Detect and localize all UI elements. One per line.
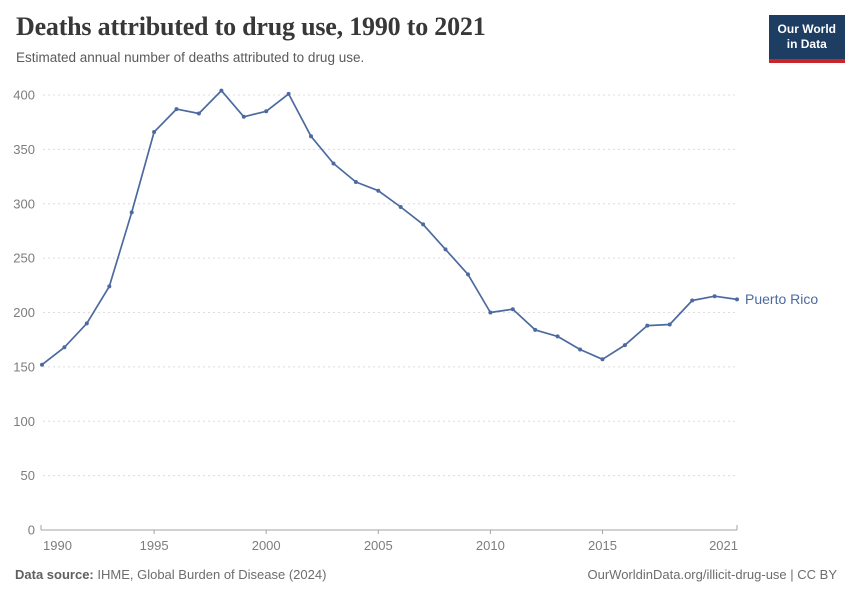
data-point[interactable]	[107, 284, 112, 289]
data-point[interactable]	[152, 130, 157, 134]
x-tick-label: 2000	[252, 538, 281, 553]
page-title: Deaths attributed to drug use, 1990 to 2…	[16, 12, 486, 41]
data-point[interactable]	[331, 161, 336, 166]
data-source-note: Data source: IHME, Global Burden of Dise…	[15, 567, 326, 582]
data-point[interactable]	[421, 222, 426, 227]
x-tick-label: 2021	[709, 538, 738, 553]
data-point[interactable]	[712, 294, 717, 299]
data-point[interactable]	[286, 91, 291, 96]
entity-label[interactable]: Puerto Rico	[745, 291, 818, 307]
y-tick-label: 400	[13, 88, 35, 103]
data-point[interactable]	[466, 272, 470, 277]
y-tick-label: 50	[21, 468, 35, 483]
x-tick-label: 2005	[364, 538, 393, 553]
y-tick-label: 150	[13, 359, 35, 374]
data-point[interactable]	[376, 188, 381, 193]
data-point[interactable]	[398, 205, 403, 209]
data-point[interactable]	[196, 111, 201, 116]
x-tick-label: 2015	[588, 538, 617, 553]
data-point[interactable]	[690, 298, 695, 303]
chart-header: Deaths attributed to drug use, 1990 to 2…	[16, 12, 834, 65]
owid-logo-line2: in Data	[786, 37, 827, 51]
owid-logo[interactable]: Our World in Data	[768, 15, 845, 63]
data-point[interactable]	[264, 109, 269, 114]
data-point[interactable]	[578, 347, 583, 352]
data-point[interactable]	[555, 334, 560, 339]
data-point[interactable]	[533, 327, 538, 332]
owid-url-link[interactable]: OurWorldinData.org/illicit-drug-use | CC…	[587, 567, 838, 582]
data-point[interactable]	[62, 345, 67, 350]
data-point[interactable]	[84, 321, 89, 326]
data-point[interactable]	[622, 343, 627, 348]
y-tick-label: 350	[13, 142, 35, 157]
chart-subtitle: Estimated annual number of deaths attrib…	[16, 50, 365, 65]
data-point[interactable]	[174, 107, 179, 112]
data-point[interactable]	[40, 362, 44, 367]
data-point[interactable]	[667, 322, 672, 327]
data-point[interactable]	[488, 310, 493, 315]
data-point[interactable]	[241, 114, 246, 119]
owid-logo-line1: Our World	[777, 22, 836, 36]
x-tick-label: 2010	[476, 538, 505, 553]
y-tick-label: 200	[13, 305, 35, 320]
data-point[interactable]	[309, 134, 313, 139]
y-tick-label: 0	[28, 523, 35, 538]
data-source-text: IHME, Global Burden of Disease (2024)	[97, 567, 327, 582]
series-line[interactable]	[41, 89, 738, 366]
data-point[interactable]	[129, 210, 134, 215]
y-tick-label: 100	[13, 414, 35, 429]
data-point[interactable]	[510, 307, 515, 312]
data-point[interactable]	[645, 323, 650, 328]
x-tick-label: 1990	[43, 538, 72, 553]
data-point[interactable]	[219, 88, 224, 93]
data-point[interactable]	[353, 180, 358, 184]
data-source-label: Data source:	[15, 567, 94, 582]
data-point[interactable]	[735, 297, 739, 302]
chart-footer: Data source: IHME, Global Burden of Dise…	[15, 567, 837, 582]
y-tick-label: 300	[13, 196, 35, 211]
x-tick-label: 1995	[140, 538, 169, 553]
data-point[interactable]	[600, 357, 605, 362]
y-tick-label: 250	[13, 251, 35, 266]
data-point[interactable]	[443, 247, 448, 252]
